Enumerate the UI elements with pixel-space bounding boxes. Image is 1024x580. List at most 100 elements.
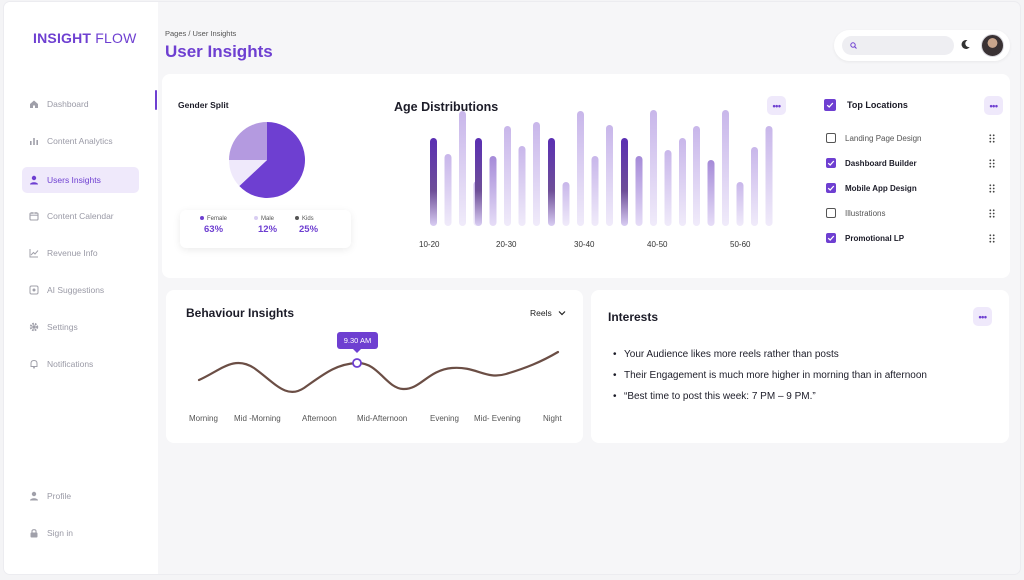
search-input[interactable] (842, 36, 954, 55)
age-bar (707, 160, 715, 226)
drag-handle-icon[interactable] (989, 234, 995, 243)
brand-thin: FLOW (95, 30, 137, 46)
time-label: Evening (430, 414, 459, 423)
sidebar-item-label: Profile (47, 491, 72, 501)
gender-legend: Female 63% Male 12% Kids 25% (180, 210, 351, 248)
interests-card: Interests ••• Your Audience likes more r… (591, 290, 1009, 443)
check-icon (827, 235, 835, 241)
legend-value: 63% (204, 224, 224, 235)
location-label: Dashboard Builder (845, 159, 917, 168)
sidebar: INSIGHT FLOW Dashboard Content Analytics… (4, 2, 158, 574)
sidebar-item-revenue-info[interactable]: Revenue Info (22, 240, 139, 266)
sidebar-item-ai-suggestions[interactable]: AI Suggestions (22, 277, 139, 303)
age-bar (533, 122, 540, 226)
user-icon (29, 491, 39, 501)
age-bar-chart (430, 110, 773, 226)
location-label: Illustrations (845, 209, 886, 218)
check-icon (827, 185, 835, 191)
age-x-label: 30-40 (574, 240, 595, 249)
bell-icon (29, 359, 39, 369)
sidebar-item-sign-in[interactable]: Sign in (22, 520, 139, 546)
legend-dot (295, 216, 299, 221)
time-label: Mid -Morning (234, 414, 281, 423)
interests-more-button[interactable]: ••• (973, 307, 992, 326)
location-checkbox[interactable] (826, 233, 836, 243)
age-bar (430, 138, 437, 226)
lock-icon (29, 528, 39, 538)
time-tooltip: 9.30 AM (337, 332, 378, 353)
age-bar (722, 110, 729, 226)
gender-pie-chart (229, 122, 305, 198)
avatar[interactable] (981, 34, 1004, 57)
age-bar (489, 156, 497, 226)
check-icon (827, 160, 835, 166)
pie-slice-kids (229, 122, 267, 160)
age-bar (577, 111, 584, 226)
sidebar-item-dashboard[interactable]: Dashboard (22, 91, 139, 117)
drag-handle-icon[interactable] (989, 184, 995, 193)
age-bar (679, 138, 686, 226)
top-locations-checkbox[interactable] (824, 99, 836, 111)
brand-logo[interactable]: INSIGHT FLOW (33, 30, 137, 46)
time-label: Mid- Evening (474, 414, 521, 423)
pie-slice-female (239, 122, 305, 198)
breadcrumb[interactable]: Pages / User Insights (165, 29, 237, 38)
age-x-label: 10-20 (419, 240, 440, 249)
age-x-label: 20-30 (496, 240, 517, 249)
sidebar-item-settings[interactable]: Settings (22, 314, 139, 340)
time-label: Night (543, 414, 562, 423)
gender-split-title: Gender Split (178, 100, 229, 110)
time-label: Afternoon (302, 414, 337, 423)
location-label: Mobile App Design (845, 184, 917, 193)
behaviour-curve (197, 350, 560, 394)
sidebar-item-label: Content Calendar (47, 211, 114, 221)
time-label: Mid-Afternoon (357, 414, 408, 423)
drag-handle-icon[interactable] (989, 159, 995, 168)
top-toolbar (834, 30, 1010, 61)
sidebar-item-label: Dashboard (47, 99, 89, 109)
drag-handle-icon[interactable] (989, 134, 995, 143)
sidebar-item-content-calendar[interactable]: Content Calendar (22, 203, 139, 229)
legend-value: 25% (299, 224, 319, 235)
brand-bold: INSIGHT (33, 30, 92, 46)
location-checkbox[interactable] (826, 133, 836, 143)
moon-icon[interactable] (960, 39, 971, 50)
legend-label: Female (207, 216, 228, 222)
ai-icon (29, 285, 39, 295)
time-label: Morning (189, 414, 218, 423)
location-checkbox[interactable] (826, 158, 836, 168)
location-label: Landing Page Design (845, 134, 922, 143)
locations-more-button[interactable]: ••• (984, 96, 1003, 115)
age-more-button[interactable]: ••• (767, 96, 786, 115)
behaviour-title: Behaviour Insights (186, 306, 295, 320)
bar-chart-icon (29, 136, 39, 146)
top-locations-title: Top Locations (847, 100, 908, 110)
content-type-dropdown[interactable]: Reels (530, 308, 566, 318)
app-window: INSIGHT FLOW Dashboard Content Analytics… (4, 2, 1020, 574)
check-icon (826, 102, 834, 108)
legend-male: Male 12% (254, 216, 277, 235)
page-title: User Insights (165, 42, 273, 61)
list-item: Their Engagement is much more higher in … (613, 365, 943, 386)
drag-handle-icon[interactable] (989, 209, 995, 218)
age-bar (562, 182, 570, 226)
sidebar-item-label: AI Suggestions (47, 285, 105, 295)
sidebar-item-label: Notifications (47, 359, 94, 369)
highlight-point (352, 358, 362, 368)
age-bar (635, 156, 643, 226)
location-checkbox[interactable] (826, 183, 836, 193)
age-bar (548, 138, 555, 226)
age-bar (765, 126, 773, 226)
location-checkbox[interactable] (826, 208, 836, 218)
legend-female: Female 63% (200, 216, 227, 235)
legend-dot (254, 216, 258, 221)
insights-card: Gender Split Female 63% Male 12% Kids 25… (162, 74, 1010, 278)
sidebar-item-notifications[interactable]: Notifications (22, 351, 139, 377)
sidebar-item-profile[interactable]: Profile (22, 483, 139, 509)
age-bar (693, 126, 700, 226)
home-icon (29, 99, 39, 109)
age-bar (736, 182, 744, 226)
pie-slice-male (229, 160, 267, 187)
sidebar-item-users-insights[interactable]: Users Insights (22, 167, 139, 193)
sidebar-item-content-analytics[interactable]: Content Analytics (22, 128, 139, 154)
